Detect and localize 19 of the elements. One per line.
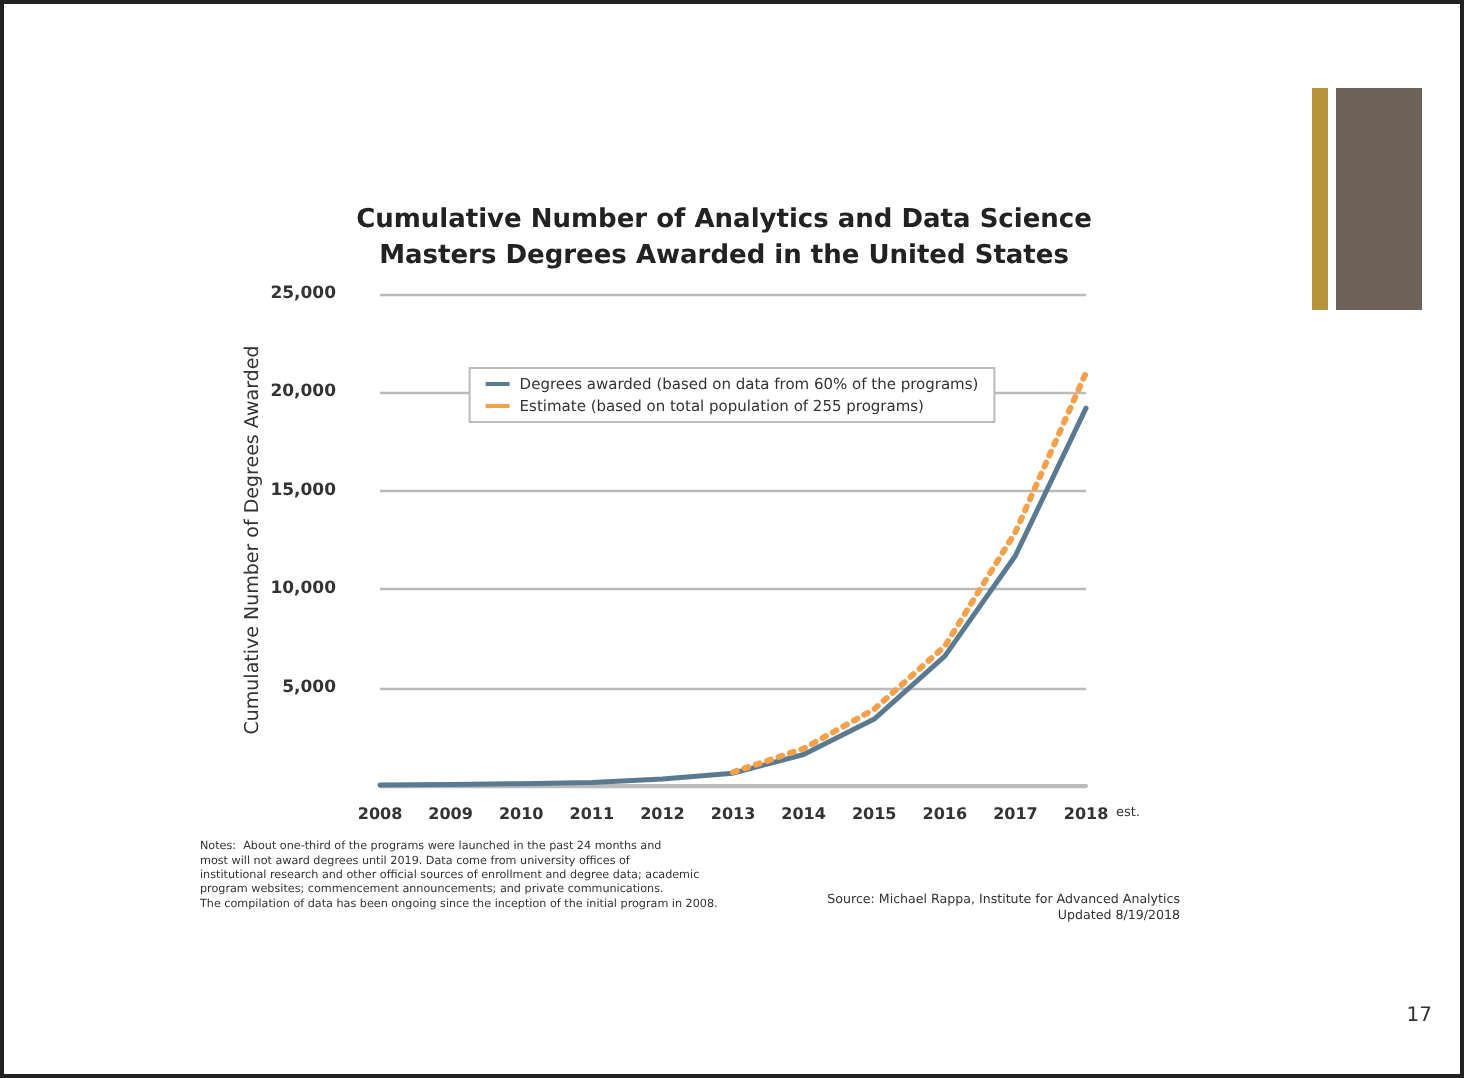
y-tick-label: 15,000 [270, 480, 337, 501]
x-tick-label: 2009 [428, 805, 474, 823]
chart-title: Cumulative Number of Analytics and Data Science Masters Degrees Awarded in the United States [356, 205, 1093, 271]
y-tick-label: 20,000 [270, 382, 337, 403]
x-tick-label: 2018 [1063, 805, 1110, 823]
text: 17 [1406, 1004, 1432, 1027]
x-tick-label: 2016 [922, 805, 968, 823]
y-axis-title: Cumulative Number of Degrees Awarded [241, 345, 264, 735]
x-tick-label: 2013 [710, 805, 756, 823]
y-tick-label: 10,000 [270, 579, 337, 600]
x-tick-label: 2014 [781, 805, 827, 823]
x-tick-label: 2008 [357, 805, 404, 823]
x-tick-label: 2012 [640, 805, 685, 823]
x-tick-label: 2011 [569, 805, 615, 823]
x-tick-label: 2010 [498, 805, 545, 823]
x-tick-label: 2015 [851, 805, 898, 823]
y-tick-label: 5,000 [282, 677, 337, 698]
x-tick-label: 2017 [993, 805, 1038, 823]
y-tick-label: 25,000 [270, 284, 337, 304]
